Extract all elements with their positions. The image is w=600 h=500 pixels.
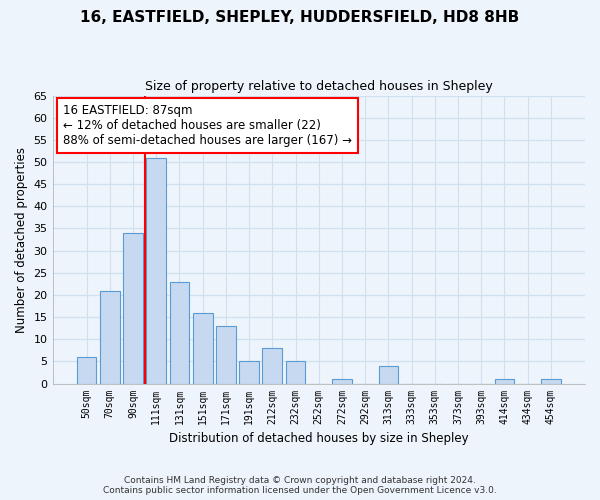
Bar — [146, 158, 166, 384]
Bar — [123, 233, 143, 384]
Bar — [170, 282, 190, 384]
Bar — [541, 379, 561, 384]
X-axis label: Distribution of detached houses by size in Shepley: Distribution of detached houses by size … — [169, 432, 469, 445]
Bar — [286, 362, 305, 384]
Bar — [77, 357, 97, 384]
Bar — [100, 290, 119, 384]
Bar — [262, 348, 282, 384]
Title: Size of property relative to detached houses in Shepley: Size of property relative to detached ho… — [145, 80, 493, 93]
Bar — [494, 379, 514, 384]
Bar — [239, 362, 259, 384]
Text: 16, EASTFIELD, SHEPLEY, HUDDERSFIELD, HD8 8HB: 16, EASTFIELD, SHEPLEY, HUDDERSFIELD, HD… — [80, 10, 520, 25]
Bar — [193, 312, 212, 384]
Y-axis label: Number of detached properties: Number of detached properties — [15, 146, 28, 332]
Bar — [379, 366, 398, 384]
Bar — [332, 379, 352, 384]
Text: Contains HM Land Registry data © Crown copyright and database right 2024.
Contai: Contains HM Land Registry data © Crown c… — [103, 476, 497, 495]
Bar — [216, 326, 236, 384]
Text: 16 EASTFIELD: 87sqm
← 12% of detached houses are smaller (22)
88% of semi-detach: 16 EASTFIELD: 87sqm ← 12% of detached ho… — [63, 104, 352, 147]
